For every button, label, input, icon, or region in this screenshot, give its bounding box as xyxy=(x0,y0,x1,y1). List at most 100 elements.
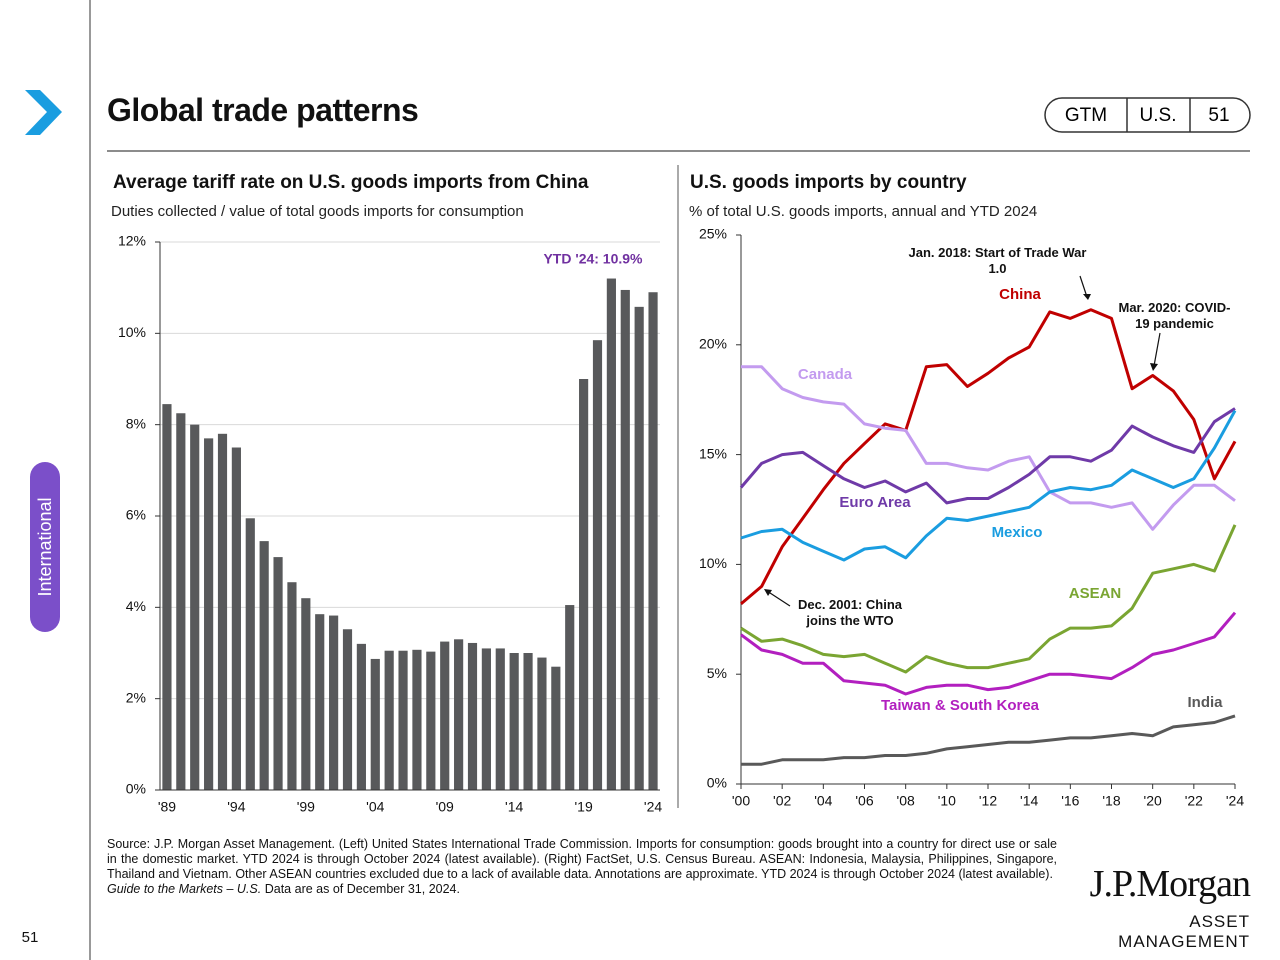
y-tick-label: 0% xyxy=(707,775,727,791)
bar xyxy=(412,649,422,790)
source-text: Source: J.P. Morgan Asset Management. (L… xyxy=(107,837,1057,881)
series-line xyxy=(740,611,1237,696)
bar xyxy=(315,614,325,790)
footnote: Source: J.P. Morgan Asset Management. (L… xyxy=(107,837,1057,897)
bar xyxy=(245,518,255,790)
x-tick-label: '14 xyxy=(1020,793,1038,809)
chart-subtitle: Duties collected / value of total goods … xyxy=(111,203,524,220)
chart-left: 0% 2% 4% 6% 8% 10% 12% '89 '94 '99 '04 '09 '14 '19 '24… xyxy=(118,233,662,815)
bar xyxy=(495,648,505,790)
bar xyxy=(634,306,644,790)
annotation: Jan. 2018: Start of Trade War 1.0 xyxy=(908,245,1087,276)
x-tick-label: '12 xyxy=(979,793,997,809)
bar xyxy=(259,541,269,790)
annotation-arrow xyxy=(1153,332,1161,367)
bar xyxy=(231,447,241,790)
y-tick-label: 5% xyxy=(707,665,727,681)
x-tick-label: '22 xyxy=(1185,793,1203,809)
bar xyxy=(204,438,214,790)
chart-title: Average tariff rate on U.S. goods import… xyxy=(113,172,589,193)
badge-text: U.S. xyxy=(1140,105,1177,126)
annotation: Mar. 2020: COVID-19 pandemic xyxy=(1118,300,1231,331)
arrow-head xyxy=(764,589,772,596)
chart-right: 0% 5% 10% 15% 20% 25% '00 '02 '04 '06 '08 '10 '12 '14… xyxy=(699,226,1244,809)
series-label: Canada xyxy=(798,366,853,383)
x-tick-label: '99 xyxy=(297,799,315,815)
chart-title: U.S. goods imports by country xyxy=(690,172,967,193)
bar xyxy=(523,653,533,790)
y-tick-label: 2% xyxy=(126,689,146,705)
chart-subtitle: % of total U.S. goods imports, annual an… xyxy=(689,203,1038,220)
section-tab xyxy=(30,462,60,632)
bar xyxy=(481,648,491,790)
logo-sub: ASSET MANAGEMENT xyxy=(1118,912,1250,951)
bar xyxy=(329,615,339,790)
bar xyxy=(370,658,380,790)
bar xyxy=(440,641,450,790)
annotation: Dec. 2001: China joins the WTO xyxy=(797,597,903,628)
y-tick-label: 4% xyxy=(126,598,146,614)
y-tick-label: 0% xyxy=(126,781,146,797)
x-tick-label: '02 xyxy=(773,793,791,809)
slide-title: Global trade patterns xyxy=(107,92,419,128)
bar xyxy=(162,404,172,790)
chevron xyxy=(25,90,62,135)
x-tick-label: '18 xyxy=(1102,793,1120,809)
badge xyxy=(1044,97,1251,133)
series-line xyxy=(741,714,1236,766)
x-tick-label: '14 xyxy=(505,799,523,815)
x-tick-label: '04 xyxy=(814,793,832,809)
series-line xyxy=(740,524,1237,674)
annotation-arrow xyxy=(1079,275,1088,298)
series-line xyxy=(741,365,1236,531)
page-number: 51 xyxy=(22,929,39,946)
series-label: Mexico xyxy=(992,524,1043,541)
x-tick-label: '20 xyxy=(1144,793,1162,809)
x-tick-label: '24 xyxy=(644,799,662,815)
bar xyxy=(606,278,616,790)
series-line xyxy=(739,407,1236,505)
y-tick-label: 10% xyxy=(699,555,727,571)
bar xyxy=(565,605,575,790)
y-tick-label: 6% xyxy=(126,507,146,523)
bar xyxy=(620,289,630,790)
arrow-head xyxy=(1083,294,1091,300)
badge-text: 51 xyxy=(1208,105,1229,126)
x-tick-label: '94 xyxy=(227,799,245,815)
bar xyxy=(467,642,478,790)
series-label: India xyxy=(1187,694,1223,711)
x-tick-label: '10 xyxy=(938,793,956,809)
annotation-arrow xyxy=(766,590,791,607)
bar xyxy=(509,653,519,790)
bar xyxy=(592,340,603,790)
x-tick-label: '04 xyxy=(366,799,384,815)
y-tick-label: 20% xyxy=(699,336,727,352)
series-label: China xyxy=(999,286,1041,303)
y-tick-label: 15% xyxy=(699,445,727,461)
bar xyxy=(217,433,228,790)
bar xyxy=(426,651,436,790)
series-line xyxy=(740,308,1237,606)
bar xyxy=(273,557,283,790)
x-tick-label: '06 xyxy=(855,793,873,809)
bar xyxy=(579,379,589,790)
arrow-head xyxy=(1150,363,1158,371)
guide-name: Guide to the Markets – U.S. xyxy=(107,882,262,896)
series-label: ASEAN xyxy=(1069,585,1122,602)
bar xyxy=(648,292,658,790)
x-tick-label: '89 xyxy=(158,799,176,815)
bar xyxy=(342,629,353,790)
series-label: Euro Area xyxy=(839,494,911,511)
bar xyxy=(537,657,547,790)
bar xyxy=(551,666,561,790)
badge-text: GTM xyxy=(1065,105,1107,126)
bar xyxy=(384,650,394,790)
x-tick-label: '19 xyxy=(574,799,592,815)
x-tick-label: '09 xyxy=(436,799,454,815)
bar xyxy=(176,413,186,790)
series-label: Taiwan & South Korea xyxy=(881,697,1040,714)
bar xyxy=(356,643,366,790)
x-tick-label: '24 xyxy=(1226,793,1244,809)
bar xyxy=(301,598,311,790)
